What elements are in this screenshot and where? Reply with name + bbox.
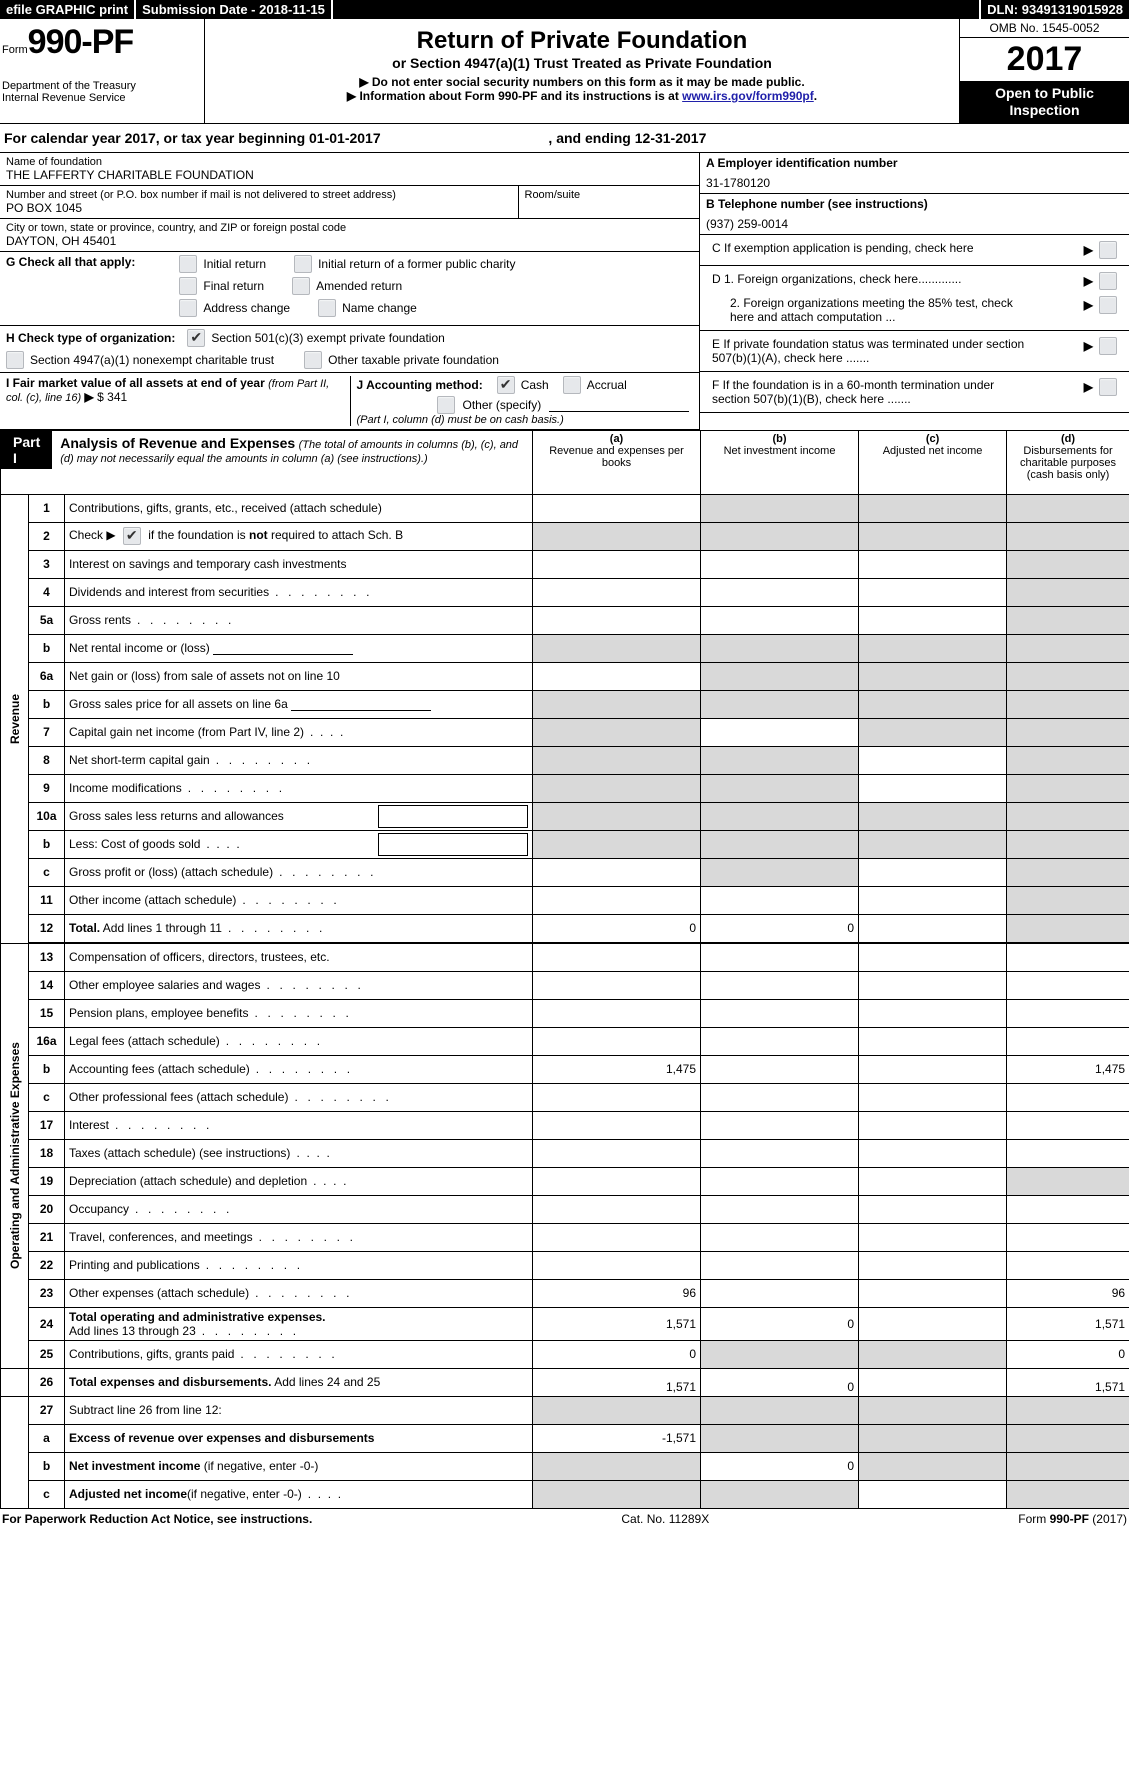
name-box: Name of foundation THE LAFFERTY CHARITAB… [0, 153, 699, 186]
fmv-value: 341 [107, 390, 127, 404]
e-checkbox[interactable] [1099, 337, 1117, 355]
ein-box: A Employer identification number 31-1780… [700, 153, 1129, 194]
form-header: Form990-PF Department of the Treasury In… [0, 19, 1129, 124]
dept-line1: Department of the Treasury [2, 80, 198, 92]
other-method-blank [549, 398, 689, 412]
h-501c3-checkbox[interactable] [187, 329, 205, 347]
l24-d: 1,571 [1007, 1307, 1129, 1340]
dln: DLN: 93491319015928 [981, 0, 1129, 19]
part1-label: Part I [1, 431, 52, 469]
header-right: OMB No. 1545-0052 2017 Open to Public In… [959, 19, 1129, 123]
instr-2: ▶ Information about Form 990-PF and its … [213, 89, 951, 103]
l26-d: 1,571 [1007, 1368, 1129, 1396]
paperwork-notice: For Paperwork Reduction Act Notice, see … [2, 1512, 312, 1526]
f-row: F If the foundation is in a 60-month ter… [700, 372, 1129, 413]
ident-grid: Name of foundation THE LAFFERTY CHARITAB… [0, 153, 1129, 430]
l12-b: 0 [701, 914, 859, 942]
accrual-checkbox[interactable] [563, 376, 581, 394]
l24-b: 0 [701, 1307, 859, 1340]
cash-checkbox[interactable] [497, 376, 515, 394]
tax-year: 2017 [960, 38, 1129, 81]
c-row: C If exemption application is pending, c… [700, 235, 1129, 266]
d-row: D 1. Foreign organizations, check here..… [700, 266, 1129, 331]
instructions-link[interactable]: www.irs.gov/form990pf [682, 89, 814, 103]
ein-value: 31-1780120 [706, 176, 1123, 190]
l27a-a: -1,571 [533, 1424, 701, 1452]
city-box: City or town, state or province, country… [0, 219, 699, 252]
amended-return-checkbox[interactable] [292, 277, 310, 295]
h-other-checkbox[interactable] [304, 351, 322, 369]
city-value: DAYTON, OH 45401 [6, 234, 693, 248]
form-ref: Form 990-PF (2017) [1018, 1512, 1127, 1526]
initial-return-checkbox[interactable] [179, 255, 197, 273]
submission-date: Submission Date - 2018-11-15 [136, 0, 331, 19]
form-number: 990-PF [28, 23, 134, 61]
e-row: E If private foundation status was termi… [700, 331, 1129, 372]
instr-1: ▶ Do not enter social security numbers o… [213, 75, 951, 89]
col-d-header: (d)Disbursements for charitable purposes… [1007, 430, 1129, 494]
l23-a: 96 [533, 1279, 701, 1307]
address-value: PO BOX 1045 [6, 201, 512, 215]
ident-right: A Employer identification number 31-1780… [699, 153, 1129, 430]
col-c-header: (c)Adjusted net income [859, 430, 1007, 494]
col-b-header: (b)Net investment income [701, 430, 859, 494]
d1-checkbox[interactable] [1099, 272, 1117, 290]
h-4947-checkbox[interactable] [6, 351, 24, 369]
final-return-checkbox[interactable] [179, 277, 197, 295]
efile-label: efile GRAPHIC print [0, 0, 134, 19]
h-row: H Check type of organization: Section 50… [0, 326, 699, 373]
l26-a: 1,571 [533, 1368, 701, 1396]
d2-checkbox[interactable] [1099, 296, 1117, 314]
ident-left: Name of foundation THE LAFFERTY CHARITAB… [0, 153, 699, 430]
address-change-checkbox[interactable] [179, 299, 197, 317]
room-box: Room/suite [519, 186, 700, 219]
header-left: Form990-PF Department of the Treasury In… [0, 19, 205, 123]
open-public-badge: Open to Public Inspection [960, 81, 1129, 123]
calendar-year-line: For calendar year 2017, or tax year begi… [0, 124, 1129, 153]
part1-header-row: Part I Analysis of Revenue and Expenses … [1, 430, 1129, 494]
l16b-a: 1,475 [533, 1055, 701, 1083]
other-method-checkbox[interactable] [437, 396, 455, 414]
omb-number: OMB No. 1545-0052 [960, 19, 1129, 38]
revenue-label: Revenue [1, 494, 29, 943]
footer: For Paperwork Reduction Act Notice, see … [0, 1509, 1129, 1529]
sub-title: or Section 4947(a)(1) Trust Treated as P… [213, 55, 951, 71]
top-bar-spacer [333, 0, 979, 19]
l25-d: 0 [1007, 1340, 1129, 1368]
l16b-d: 1,475 [1007, 1055, 1129, 1083]
ij-row: I Fair market value of all assets at end… [0, 373, 699, 430]
g-row: G Check all that apply: Initial return I… [0, 252, 699, 326]
main-title: Return of Private Foundation [213, 27, 951, 55]
part1-table: Part I Analysis of Revenue and Expenses … [0, 430, 1129, 1509]
name-change-checkbox[interactable] [318, 299, 336, 317]
l24-a: 1,571 [533, 1307, 701, 1340]
opex-label: Operating and Administrative Expenses [1, 943, 29, 1368]
initial-return-former-checkbox[interactable] [294, 255, 312, 273]
f-checkbox[interactable] [1099, 378, 1117, 396]
l26-b: 0 [701, 1368, 859, 1396]
c-checkbox[interactable] [1099, 241, 1117, 259]
schb-checkbox[interactable] [123, 527, 141, 545]
l23-d: 96 [1007, 1279, 1129, 1307]
cat-no: Cat. No. 11289X [621, 1512, 709, 1526]
phone-box: B Telephone number (see instructions) (9… [700, 194, 1129, 235]
top-bar: efile GRAPHIC print Submission Date - 20… [0, 0, 1129, 19]
header-mid: Return of Private Foundation or Section … [205, 19, 959, 123]
foundation-name: THE LAFFERTY CHARITABLE FOUNDATION [6, 168, 693, 182]
phone-value: (937) 259-0014 [706, 217, 1123, 231]
l27b-b: 0 [701, 1452, 859, 1480]
l12-a: 0 [533, 914, 701, 942]
dept-line2: Internal Revenue Service [2, 92, 198, 104]
form-prefix: Form [2, 44, 28, 56]
l25-a: 0 [533, 1340, 701, 1368]
col-a-header: (a)Revenue and expenses per books [533, 430, 701, 494]
address-box: Number and street (or P.O. box number if… [0, 186, 519, 219]
